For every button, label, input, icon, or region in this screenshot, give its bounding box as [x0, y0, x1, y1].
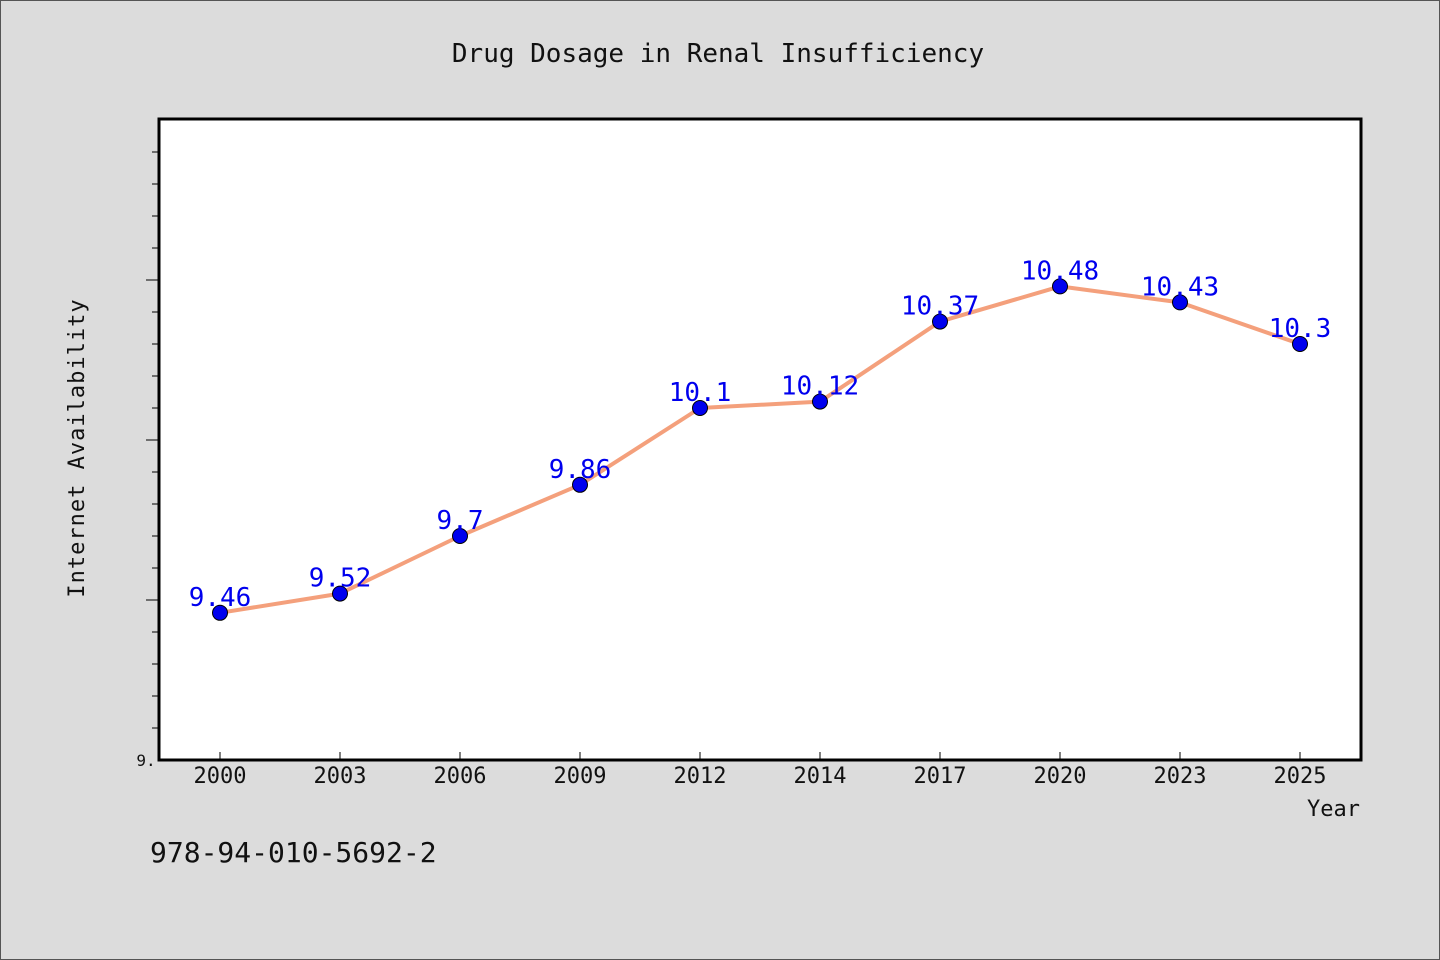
data-label-2020: 10.48 — [1021, 256, 1099, 286]
data-label-2017: 10.37 — [901, 292, 979, 322]
data-point-2025 — [1292, 336, 1308, 352]
data-point-2014 — [812, 393, 828, 410]
y-tick-label-min: 9. — [136, 751, 155, 770]
x-tick-label-2023: 2023 — [1154, 764, 1207, 789]
data-point-2023 — [1172, 294, 1188, 311]
x-tick-label-2017: 2017 — [914, 764, 967, 789]
series-line-group — [218, 284, 1302, 615]
data-label-2003: 9.52 — [309, 564, 372, 594]
x-axis-ticks — [219, 752, 1301, 760]
x-tick-label-2006: 2006 — [434, 764, 487, 789]
series-line — [218, 284, 1302, 615]
x-tick-label-2014: 2014 — [794, 764, 847, 789]
data-point-2009 — [572, 476, 588, 493]
data-label-2006: 9.7 — [437, 506, 484, 536]
data-point-2012 — [692, 400, 708, 416]
x-tick-label-2012: 2012 — [674, 764, 727, 789]
data-label-2023: 10.43 — [1141, 272, 1219, 302]
x-tick-label-2003: 2003 — [314, 764, 367, 789]
data-point-2006 — [452, 528, 468, 544]
data-label-2012: 10.1 — [669, 378, 732, 408]
data-point-2003 — [332, 585, 348, 602]
isbn-footer: 978-94-010-5692-2 — [150, 836, 437, 869]
data-label-2009: 9.86 — [549, 455, 612, 485]
x-tick-label-2025: 2025 — [1274, 764, 1327, 789]
x-axis-tick-labels: 2000 2003 2006 2009 2012 2014 2017 2020 2023 2025 — [194, 764, 1327, 789]
data-label-2025: 10.3 — [1269, 314, 1332, 344]
data-point-2000 — [212, 604, 228, 621]
x-axis-label: Year — [1307, 797, 1360, 822]
data-label-2014: 10.12 — [781, 372, 859, 402]
data-labels: 9.46 9.52 9.7 9.86 10.1 10.12 10.37 10.48 10.43 1… — [189, 256, 1332, 612]
data-point-2017 — [932, 313, 948, 330]
y-axis-label: Internet Availability — [65, 298, 90, 597]
data-label-2000: 9.46 — [189, 583, 252, 613]
data-point-2020 — [1052, 278, 1068, 295]
x-tick-label-2009: 2009 — [554, 764, 607, 789]
x-tick-label-2000: 2000 — [194, 764, 247, 789]
x-tick-label-2020: 2020 — [1034, 764, 1087, 789]
plot-area — [157, 117, 1363, 762]
chart-title: Drug Dosage in Renal Insufficiency — [452, 39, 984, 69]
data-markers — [212, 278, 1308, 621]
y-axis-ticks — [146, 151, 160, 729]
